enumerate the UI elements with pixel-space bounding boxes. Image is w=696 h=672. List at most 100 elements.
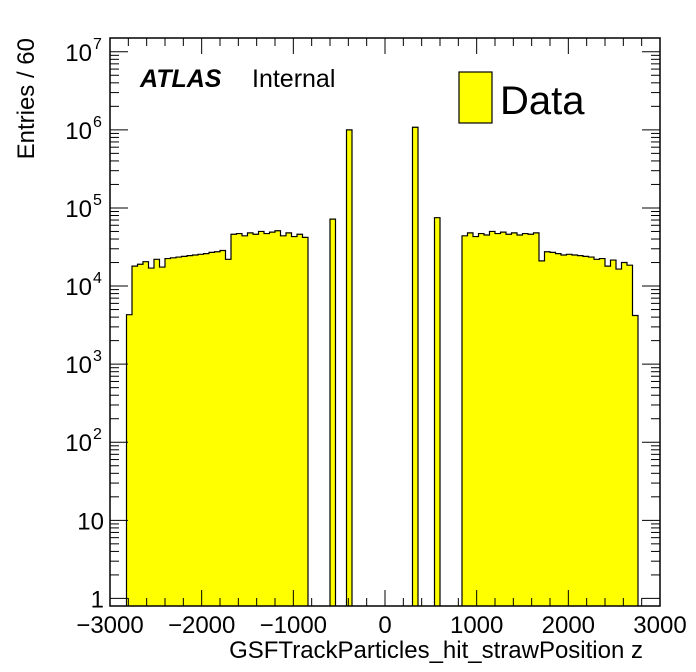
histogram-bar <box>616 269 622 606</box>
histogram-bar <box>214 251 220 606</box>
histogram-bar <box>594 259 600 606</box>
y-tick-label: 10 3 <box>65 348 102 379</box>
histogram-bar <box>192 254 198 606</box>
histogram-bar <box>275 230 281 606</box>
legend: Data <box>458 71 585 124</box>
histogram-bar <box>484 235 490 606</box>
y-tick-label-base: 10 <box>65 118 92 145</box>
y-tick-label: 10 5 <box>65 192 102 223</box>
histogram-bar <box>148 268 154 606</box>
legend-label-data: Data <box>500 79 585 123</box>
histogram-bar <box>258 231 264 607</box>
y-tick-label: 1 <box>91 586 104 613</box>
y-tick-label-exponent: 2 <box>93 426 102 443</box>
internal-label: Internal <box>252 65 335 93</box>
histogram-bar <box>330 219 336 606</box>
histogram-bar <box>500 232 506 606</box>
y-tick-label: 10 2 <box>65 426 102 457</box>
histogram-bar <box>583 256 589 606</box>
histogram-bar <box>181 256 187 606</box>
histogram-bar <box>154 259 160 606</box>
histogram-bar <box>286 232 292 606</box>
histogram-bar <box>533 232 539 606</box>
x-tick-label: −2000 <box>168 612 235 639</box>
histogram-bar <box>137 264 143 606</box>
histogram-bar <box>159 267 165 606</box>
histogram-bar <box>621 262 627 606</box>
histogram-bar <box>346 129 352 606</box>
histogram-bar <box>302 237 308 606</box>
histogram-bar <box>517 235 523 606</box>
histogram-outline <box>125 126 639 606</box>
histogram-bar <box>544 251 550 606</box>
x-tick-labels: −3000 −2000 −1000 0 1000 2000 3000 <box>76 612 686 639</box>
x-tick-label: 1000 <box>450 612 503 639</box>
histogram-bar <box>478 233 484 607</box>
histogram-bar <box>462 235 468 606</box>
histogram-bar <box>555 253 561 606</box>
y-tick-label: 10 6 <box>65 114 102 145</box>
histogram-bar <box>264 233 270 607</box>
y-tick-label-exponent: 7 <box>93 36 102 53</box>
histogram-bar <box>236 233 242 607</box>
y-tick-label-base: 10 <box>65 430 92 457</box>
y-tick-label-exponent: 6 <box>93 114 102 131</box>
histogram-bar <box>209 252 215 606</box>
y-tick-label: 10 <box>77 508 104 535</box>
histogram-bar <box>599 258 605 606</box>
histogram-bar <box>632 315 638 606</box>
histogram-bar <box>132 266 138 606</box>
histogram-bar <box>473 236 479 607</box>
histogram-bar <box>572 254 578 606</box>
y-tick-label-base: 10 <box>65 352 92 379</box>
x-tick-label: 0 <box>378 612 391 639</box>
x-tick-label: −1000 <box>260 612 327 639</box>
histogram-bar <box>489 231 495 607</box>
histogram-bar <box>126 314 132 606</box>
histogram-bars <box>125 126 639 607</box>
histogram-bar <box>176 257 182 606</box>
y-tick-label-base: 1 <box>91 586 104 613</box>
histogram-bar <box>297 234 303 607</box>
y-axis-title: Entries / 60 <box>13 38 40 159</box>
y-tick-label-base: 10 <box>65 196 92 223</box>
histogram-bar <box>280 235 286 606</box>
histogram-bar <box>550 252 556 606</box>
y-tick-label-exponent: 4 <box>93 270 102 287</box>
histogram-bar <box>506 234 512 607</box>
x-tick-label: 2000 <box>542 612 595 639</box>
histogram-bar <box>253 234 259 607</box>
histogram-bar <box>495 233 501 607</box>
histogram-bar <box>203 253 209 606</box>
histogram-bar <box>412 127 418 607</box>
histogram-bar <box>522 233 528 607</box>
y-tick-label-base: 10 <box>77 508 104 535</box>
histogram-bar <box>627 265 633 606</box>
y-tick-label: 10 7 <box>65 36 102 67</box>
histogram-bar <box>231 234 237 607</box>
axis-ticks <box>109 38 661 606</box>
histogram-bar <box>291 236 297 607</box>
histogram-bar <box>561 254 567 606</box>
histogram-bar <box>225 259 231 606</box>
y-tick-label-base: 10 <box>65 40 92 67</box>
histogram-bar <box>539 260 545 606</box>
y-tick-label-base: 10 <box>65 274 92 301</box>
histogram-bar <box>566 254 572 606</box>
x-axis-title: GSFTrackParticles_hit_strawPosition z <box>229 637 643 664</box>
x-tick-label: −3000 <box>76 612 143 639</box>
y-tick-label: 10 4 <box>65 270 102 301</box>
x-tick-label: 3000 <box>633 612 686 639</box>
histogram-bar <box>242 235 248 606</box>
histogram-bar <box>170 257 176 606</box>
histogram-bar <box>143 261 149 606</box>
histogram-bar <box>220 250 226 606</box>
histogram-bar <box>511 232 517 606</box>
legend-swatch-data <box>458 71 493 124</box>
histogram-bar <box>577 255 583 607</box>
histogram-bar <box>187 255 193 607</box>
y-tick-label-exponent: 5 <box>93 192 102 209</box>
